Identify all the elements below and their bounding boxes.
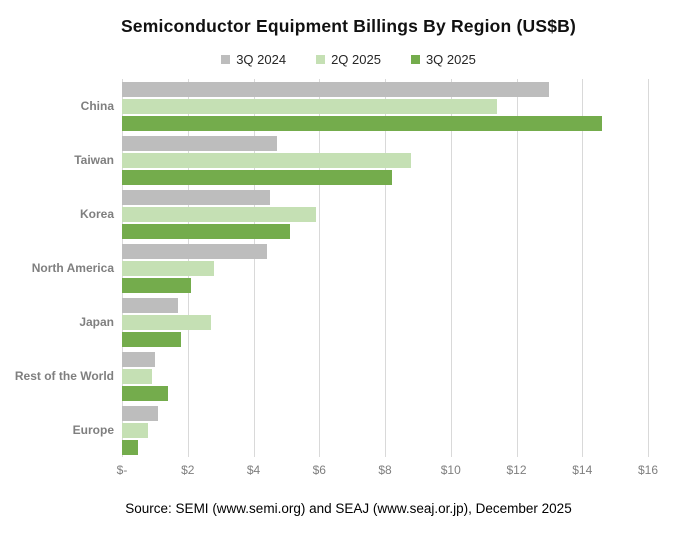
bar-korea-3q-2024 [122,189,270,205]
x-tick-label: $10 [440,463,461,477]
bar-china-3q-2024 [122,81,550,97]
x-tick-label: $2 [181,463,195,477]
plot-column: $- $2 $4 $6 $8 $10 $12 $14 $16 [117,79,658,479]
x-tick-label: $4 [246,463,261,477]
legend: 3Q 2024 2Q 2025 3Q 2025 [0,52,697,67]
gridline [648,79,649,457]
category-labels-column: China Taiwan Korea North America Japan Rest o… [0,79,122,479]
x-axis: $- $2 $4 $6 $8 $10 $12 $14 $16 [117,457,658,479]
bar-group-north-america [122,241,648,295]
bar-group-korea [122,187,648,241]
chart-title: Semiconductor Equipment Billings By Regi… [120,16,577,36]
bar-group-taiwan [122,133,648,187]
bar-north-america-3q-2025 [122,277,192,293]
category-label-japan: Japan [79,315,114,329]
category-label-europe: Europe [72,423,114,437]
bars-stack [122,79,648,457]
category-label-taiwan: Taiwan [74,153,114,167]
category-label-china: China [80,99,114,113]
category-label-rest-of-the-world: Rest of the World [14,369,114,383]
legend-swatch-3q-2024 [221,55,231,64]
bar-japan-3q-2025 [122,331,182,347]
legend-item-3q-2025: 3Q 2025 [410,52,476,67]
legend-swatch-2q-2025 [316,55,326,64]
x-tick-label: $- [116,463,128,477]
bar-chart: China Taiwan Korea North America Japan Rest o… [0,79,697,479]
bar-europe-3q-2025 [122,439,139,455]
bar-group-japan [122,295,648,349]
bar-taiwan-2q-2025 [122,152,412,168]
bar-japan-2q-2025 [122,314,211,330]
gridline [516,79,518,457]
legend-label-3q-2024: 3Q 2024 [236,52,287,67]
bar-group-china [122,79,648,133]
gridline [450,79,452,457]
category-label-korea: Korea [79,207,114,221]
category-label-north-america: North America [31,261,114,275]
x-tick-label: $16 [637,463,659,477]
gridline [319,79,321,457]
x-tick-label: $8 [378,463,392,477]
bar-rest-of-the-world-3q-2024 [122,351,155,367]
legend-item-2q-2025: 2Q 2025 [316,52,381,67]
chart-page: Semiconductor Equipment Billings By Regi… [0,16,697,535]
bar-korea-3q-2025 [122,223,290,239]
x-tick-label: $12 [506,463,527,477]
bar-china-2q-2025 [122,98,497,114]
bar-china-3q-2025 [122,115,602,131]
bar-rest-of-the-world-2q-2025 [122,368,152,384]
legend-label-3q-2025: 3Q 2025 [425,52,476,67]
bar-taiwan-3q-2024 [122,135,277,151]
source-note: Source: SEMI (www.semi.org) and SEAJ (ww… [125,501,572,516]
x-tick-label: $6 [312,463,326,477]
plot-area [122,79,649,457]
gridline [582,79,584,457]
bar-taiwan-3q-2025 [122,169,392,185]
x-tick-label: $14 [572,463,593,477]
bar-japan-3q-2024 [122,297,178,313]
bar-north-america-2q-2025 [122,260,215,276]
gridline [385,79,386,457]
bar-korea-2q-2025 [122,206,316,222]
legend-swatch-3q-2025 [410,55,420,64]
legend-label-2q-2025: 2Q 2025 [331,52,381,67]
bar-europe-2q-2025 [122,422,149,438]
bar-europe-3q-2024 [122,405,159,421]
legend-item-3q-2024: 3Q 2024 [221,52,286,67]
gridline [253,79,255,457]
bar-rest-of-the-world-3q-2025 [122,385,169,401]
bar-north-america-3q-2024 [122,243,267,259]
bar-group-rest-of-the-world [122,349,648,403]
bar-group-europe [122,403,648,457]
